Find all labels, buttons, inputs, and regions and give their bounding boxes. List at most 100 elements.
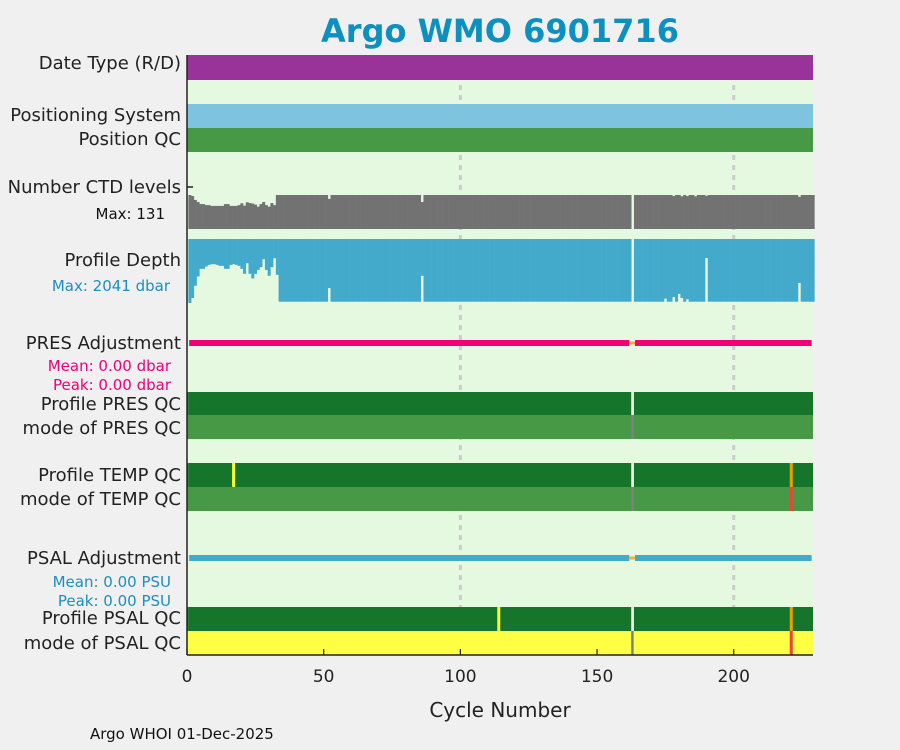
ctd-levels-bar xyxy=(530,195,534,229)
ctd-levels-bar xyxy=(576,195,580,229)
profile-depth-bar xyxy=(535,239,539,302)
profile-depth-bar xyxy=(664,239,668,299)
ctd-levels-bar xyxy=(423,195,427,229)
qc-flag-mark xyxy=(789,463,793,487)
profile-depth-bar xyxy=(366,239,370,302)
profile-depth-bar xyxy=(248,239,252,274)
ctd-levels-bar xyxy=(721,195,725,229)
profile-depth-bar xyxy=(226,239,230,269)
profile-depth-bar xyxy=(508,239,512,302)
ctd-levels-bar xyxy=(434,195,438,229)
ctd-levels-bar xyxy=(196,202,200,229)
ctd-levels-bar xyxy=(226,204,230,229)
ctd-levels-bar xyxy=(806,195,810,229)
ctd-levels-bar xyxy=(677,195,681,229)
profile-depth-bar xyxy=(639,239,643,302)
ctd-levels-bar xyxy=(508,195,512,229)
profile-depth-bar xyxy=(705,239,709,259)
profile-depth-bar xyxy=(393,239,397,302)
profile-depth-bar xyxy=(691,239,695,302)
profile-depth-bar xyxy=(207,239,211,265)
profile-depth-bar xyxy=(713,239,717,302)
ctd-levels-bar xyxy=(491,195,495,229)
profile-depth-bar xyxy=(800,239,804,302)
ctd-levels-bar xyxy=(573,195,577,229)
profile-depth-bar xyxy=(371,239,375,302)
ctd-levels-bar xyxy=(294,195,299,229)
ctd-levels-bar xyxy=(705,195,709,229)
ctd-levels-bar xyxy=(188,195,192,229)
profile-depth-bar xyxy=(357,239,361,302)
ctd-levels-bar xyxy=(327,198,331,229)
profile-depth-bar xyxy=(409,239,413,302)
ctd-levels-bar xyxy=(743,195,747,229)
ctd-levels-bar xyxy=(732,195,736,229)
ctd-levels-bar xyxy=(475,195,479,229)
profile-depth-bar xyxy=(314,239,318,302)
ctd-levels-bar xyxy=(335,195,340,229)
ctd-levels-bar xyxy=(352,195,356,229)
profile-psal-qc-bar xyxy=(633,607,813,631)
profile-depth-bar xyxy=(461,239,465,302)
profile-depth-bar xyxy=(245,239,249,264)
profile-depth-bar xyxy=(614,239,618,302)
ctd-levels-bar xyxy=(382,195,386,229)
qc-flag-mark xyxy=(789,487,793,511)
profile-depth-bar xyxy=(789,239,793,302)
ctd-levels-bar xyxy=(232,205,236,229)
profile-depth-bar xyxy=(530,239,534,302)
profile-depth-bar xyxy=(505,239,509,302)
ctd-levels-bar xyxy=(644,195,648,229)
ctd-levels-bar xyxy=(478,195,482,229)
pres-adjustment-line xyxy=(635,340,812,346)
ctd-levels-bar xyxy=(240,203,244,229)
profile-depth-bar xyxy=(532,239,536,302)
ctd-levels-bar xyxy=(685,196,689,229)
ctd-levels-bar xyxy=(229,205,233,229)
ctd-levels-bar xyxy=(308,195,312,229)
profile-depth-bar xyxy=(803,239,807,302)
profile-depth-bar xyxy=(628,239,632,302)
ctd-levels-bar xyxy=(726,195,730,229)
ctd-levels-bar xyxy=(502,195,506,229)
profile-depth-bar xyxy=(735,239,739,302)
profile-depth-bar xyxy=(330,239,334,302)
ctd-levels-bar xyxy=(691,195,695,229)
profile-depth-bar xyxy=(417,239,422,302)
profile-depth-bar xyxy=(453,239,457,302)
profile-depth-bar xyxy=(718,239,722,302)
ctd-levels-bar xyxy=(590,195,594,229)
profile-depth-bar xyxy=(398,239,402,302)
ctd-levels-bar xyxy=(598,195,602,229)
row-label-profile-depth: Profile Depth xyxy=(64,250,181,271)
ctd-levels-bar xyxy=(541,195,545,229)
ctd-levels-bar xyxy=(669,195,673,229)
ctd-levels-bar xyxy=(472,195,476,229)
ctd-levels-bar xyxy=(360,195,364,229)
profile-depth-bar xyxy=(601,239,605,302)
ctd-levels-bar xyxy=(751,195,755,229)
profile-depth-bar xyxy=(767,239,771,302)
ctd-levels-bar xyxy=(289,195,293,229)
row-label-date-type: Date Type (R/D) xyxy=(38,53,181,74)
profile-depth-bar xyxy=(658,239,662,302)
profile-depth-bar xyxy=(806,239,810,302)
row-label-psal-adjustment: PSAL Adjustment xyxy=(26,548,181,569)
profile-depth-bar xyxy=(647,239,651,302)
profile-depth-bar xyxy=(262,239,266,260)
ctd-levels-bar xyxy=(614,195,618,229)
ctd-levels-bar xyxy=(789,195,793,229)
profile-depth-bar xyxy=(431,239,435,302)
profile-depth-bar xyxy=(333,239,337,302)
profile-depth-bar xyxy=(412,239,416,302)
row-label-mode-pres-qc: mode of PRES QC xyxy=(22,418,181,439)
profile-depth-bar xyxy=(609,239,613,302)
profile-depth-bar xyxy=(308,239,312,302)
profile-depth-bar xyxy=(464,239,468,302)
ctd-levels-bar xyxy=(628,195,632,229)
profile-temp-qc-bar xyxy=(188,463,632,487)
qc-flag-mark xyxy=(232,463,236,487)
profile-depth-bar xyxy=(549,239,553,302)
profile-depth-bar xyxy=(475,239,479,302)
ctd-levels-bar xyxy=(330,195,334,229)
